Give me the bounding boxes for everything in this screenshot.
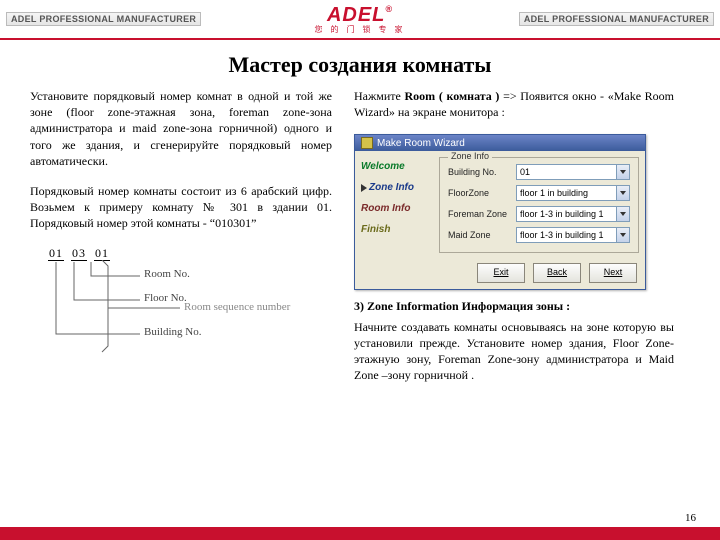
label-foreman: Foreman Zone xyxy=(448,209,516,219)
intro-bold: Room ( комната ) xyxy=(405,89,500,103)
value-maid: floor 1-3 in building 1 xyxy=(520,230,604,240)
step-zone-info[interactable]: Zone Info xyxy=(361,182,433,193)
wizard-titlebar: Make Room Wizard xyxy=(355,135,645,151)
footer-stripe xyxy=(0,528,720,540)
wizard-icon xyxy=(361,137,373,149)
left-para-2: Порядковый номер комнаты состоит из 6 ар… xyxy=(30,183,332,232)
label-building: Building No. xyxy=(448,167,516,177)
field-floor[interactable]: floor 1 in building xyxy=(516,185,630,201)
dropdown-icon[interactable] xyxy=(616,207,629,221)
mfr-right: ADEL PROFESSIONAL MANUFACTURER xyxy=(519,12,714,26)
dropdown-icon[interactable] xyxy=(616,165,629,179)
step-zone-label: Zone Info xyxy=(369,182,414,193)
header-bar: ADEL PROFESSIONAL MANUFACTURER ADEL® 您 的… xyxy=(0,0,720,38)
row-floor: FloorZone floor 1 in building xyxy=(448,185,630,201)
label-maid: Maid Zone xyxy=(448,230,516,240)
right-column: Нажмите Room ( комната ) => Появится окн… xyxy=(354,88,674,397)
wizard-title-text: Make Room Wizard xyxy=(377,138,465,149)
pointer-icon xyxy=(361,184,367,192)
diagram-digits: 01 03 01 xyxy=(48,246,113,261)
field-foreman[interactable]: floor 1-3 in building 1 xyxy=(516,206,630,222)
wizard-steps: Welcome Zone Info Room Info Finish xyxy=(361,157,433,253)
digit-floor: 03 xyxy=(71,246,87,261)
step-welcome[interactable]: Welcome xyxy=(361,161,433,172)
digit-room: 01 xyxy=(94,246,110,261)
digit-building: 01 xyxy=(48,246,64,261)
field-building[interactable]: 01 xyxy=(516,164,630,180)
intro-pre: Нажмите xyxy=(354,89,405,103)
step-finish[interactable]: Finish xyxy=(361,224,433,235)
mfr-left: ADEL PROFESSIONAL MANUFACTURER xyxy=(6,12,201,26)
value-building: 01 xyxy=(520,167,530,177)
value-foreman: floor 1-3 in building 1 xyxy=(520,209,604,219)
step-room-info[interactable]: Room Info xyxy=(361,203,433,214)
label-floor: FloorZone xyxy=(448,188,516,198)
wizard-window: Make Room Wizard Welcome Zone Info Room … xyxy=(354,134,646,290)
section-3-body: Начните создавать комнаты основываясь на… xyxy=(354,319,674,384)
field-maid[interactable]: floor 1-3 in building 1 xyxy=(516,227,630,243)
label-floor-no: Floor No. xyxy=(144,292,187,304)
wizard-zone-panel: Zone Info Building No. 01 FloorZone floo… xyxy=(439,157,639,253)
label-seq-number: Room sequence number xyxy=(184,301,290,313)
wizard-buttons: Exit Back Next xyxy=(355,259,645,289)
section-3-bold: 3) Zone Information Информация зоны : xyxy=(354,299,570,313)
label-room-no: Room No. xyxy=(144,268,190,280)
logo-text: ADEL xyxy=(327,4,385,26)
page-title: Мастер создания комнаты xyxy=(30,52,690,78)
panel-group-label: Zone Info xyxy=(448,151,492,161)
value-floor: floor 1 in building xyxy=(520,188,588,198)
label-building-no: Building No. xyxy=(144,326,201,338)
logo-subtitle: 您 的 门 锁 专 家 xyxy=(315,26,406,34)
exit-button[interactable]: Exit xyxy=(477,263,525,283)
next-button[interactable]: Next xyxy=(589,263,637,283)
page-number: 16 xyxy=(685,512,696,524)
left-para-1: Установите порядковый номер комнат в одн… xyxy=(30,88,332,169)
room-number-diagram: 01 03 01 Room No. xyxy=(30,246,320,356)
row-building: Building No. 01 xyxy=(448,164,630,180)
logo-registered: ® xyxy=(385,4,393,14)
right-intro: Нажмите Room ( комната ) => Появится окн… xyxy=(354,88,674,120)
dropdown-icon[interactable] xyxy=(616,228,629,242)
back-button[interactable]: Back xyxy=(533,263,581,283)
logo: ADEL® 您 的 门 锁 专 家 xyxy=(315,5,406,34)
left-column: Установите порядковый номер комнат в одн… xyxy=(30,88,332,397)
row-foreman: Foreman Zone floor 1-3 in building 1 xyxy=(448,206,630,222)
section-3-head: 3) Zone Information Информация зоны : xyxy=(354,298,674,314)
row-maid: Maid Zone floor 1-3 in building 1 xyxy=(448,227,630,243)
dropdown-icon[interactable] xyxy=(616,186,629,200)
